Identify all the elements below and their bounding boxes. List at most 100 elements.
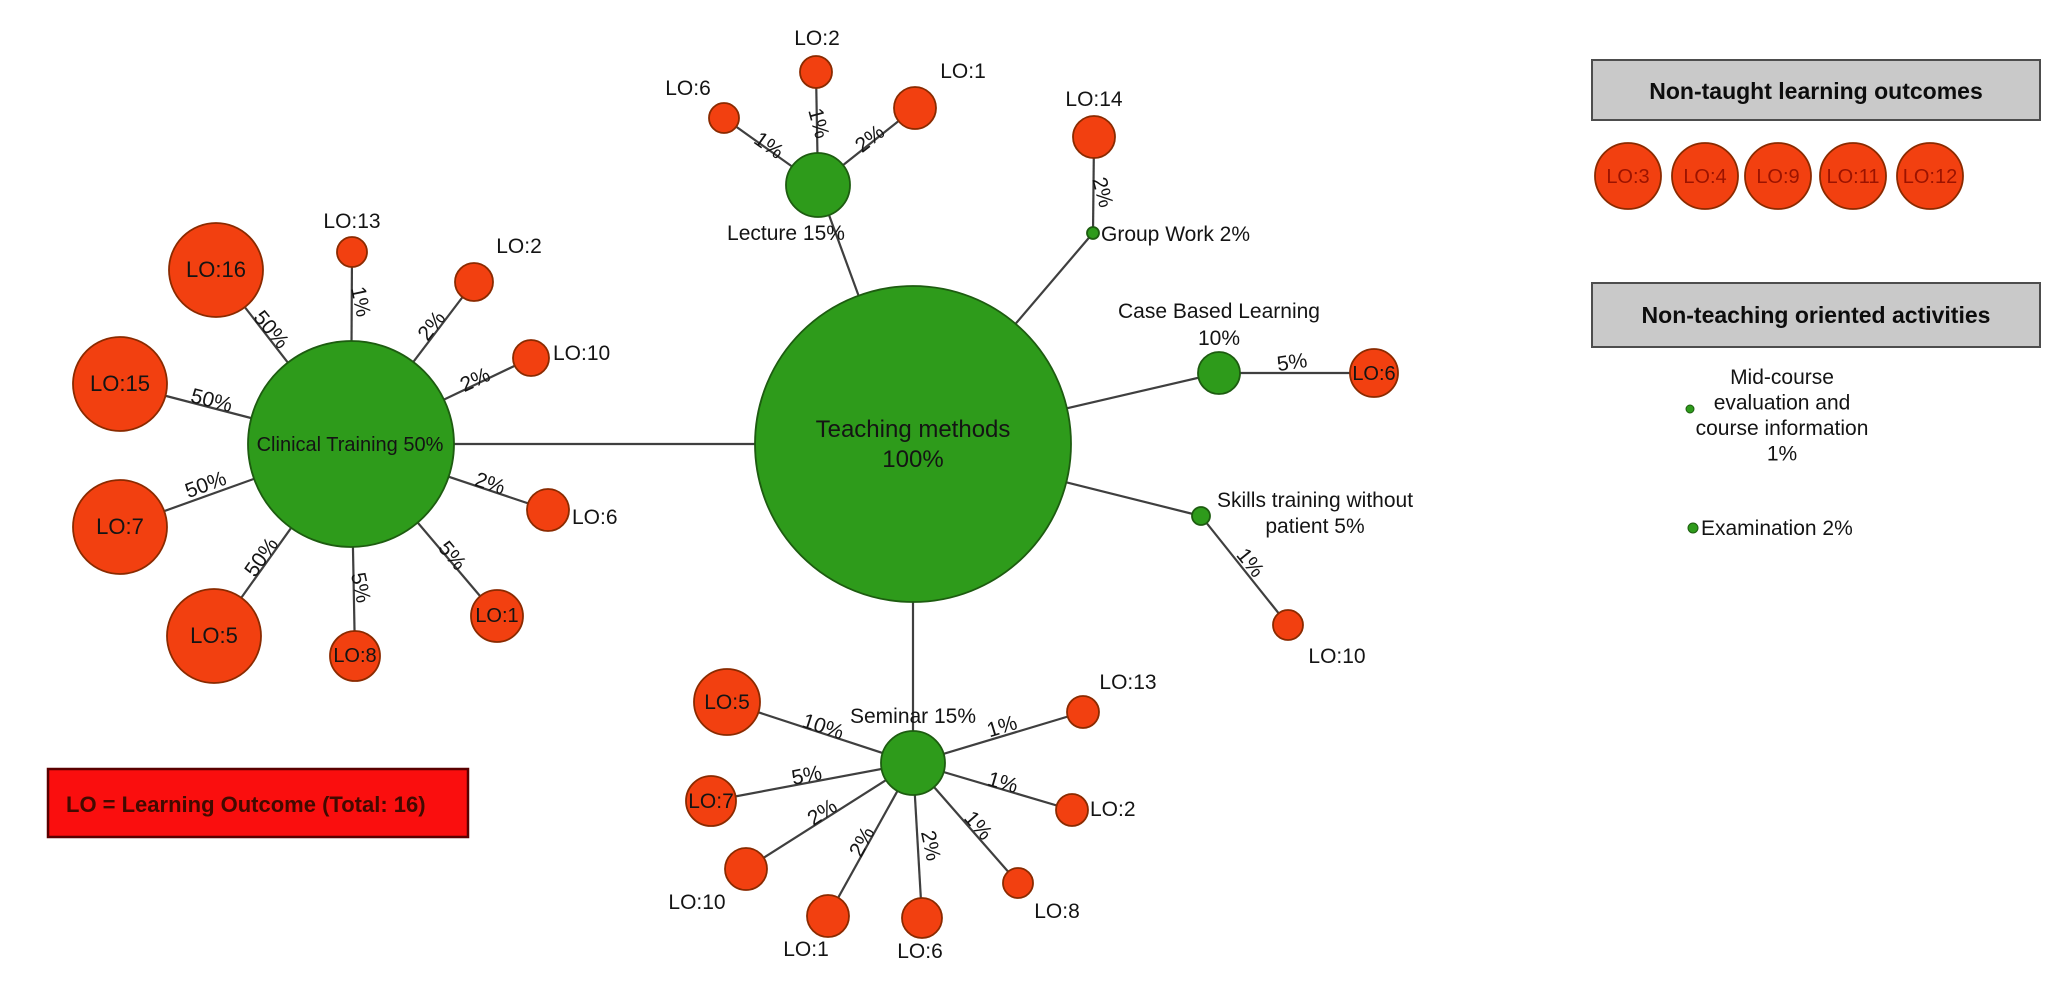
node-cl_lo15 <box>72 336 168 432</box>
node-label-cl_lo8: LO:8 <box>333 645 376 667</box>
node-g_lo14 <box>1072 115 1116 159</box>
non-taught-outcome-circle <box>1744 142 1812 210</box>
node-cl_lo7 <box>72 479 168 575</box>
node-cl_lo16 <box>168 222 264 318</box>
node-label-cl_lo16: LO:16 <box>186 257 246 282</box>
node-label-case: Case Based Learning <box>1118 300 1320 323</box>
node-label-l_lo1: LO:1 <box>940 60 986 83</box>
node-label-skills: patient 5% <box>1265 515 1364 538</box>
node-label-g_lo14: LO:14 <box>1065 88 1123 111</box>
legend: LO = Learning Outcome (Total: 16) <box>46 767 470 839</box>
node-group <box>1086 226 1100 240</box>
node-label-se_lo13: LO:13 <box>1099 671 1156 694</box>
node-cl_lo10 <box>512 339 550 377</box>
node-seminar <box>880 730 946 796</box>
node-lecture <box>785 152 851 218</box>
node-cl_lo1 <box>470 589 524 643</box>
node-l_lo6 <box>708 102 740 134</box>
node-s_lo10 <box>1272 609 1304 641</box>
non-taught-header-box <box>1591 59 2041 121</box>
non-taught-header-title: Non-taught learning outcomes <box>1649 78 1983 104</box>
node-label-case: 10% <box>1198 327 1240 350</box>
non-taught-outcome-label: LO:11 <box>1827 166 1880 188</box>
node-l_lo2 <box>799 55 833 89</box>
edge-seminar-se_lo10 <box>745 762 914 870</box>
node-label-cl_lo1: LO:1 <box>475 605 518 627</box>
node-label-cl_lo7: LO:7 <box>96 514 144 539</box>
non-taught-outcome-circle <box>1594 142 1662 210</box>
legend-box <box>46 767 470 839</box>
edge-label-clinical-cl_lo2: 2% <box>413 307 450 345</box>
node-label-se_lo5: LO:5 <box>704 691 750 714</box>
edge-skills-s_lo10 <box>1200 515 1289 626</box>
non-taught-outcome-label: LO:9 <box>1756 166 1799 188</box>
node-label-group: Group Work 2% <box>1101 223 1250 246</box>
examination-label: Examination 2% <box>1701 517 1853 540</box>
node-clinical <box>247 340 455 548</box>
non-taught-panel: Non-taught learning outcomes LO:3 LO:4 LO:… <box>1591 59 2041 210</box>
node-label-teaching: 100% <box>882 446 943 473</box>
non-taught-outcome-label: LO:12 <box>1903 166 1957 188</box>
node-label-seminar: Seminar 15% <box>850 705 976 728</box>
mid-course-evaluation-label: course information <box>1696 417 1869 440</box>
node-label-c_lo6: LO:6 <box>1352 363 1395 385</box>
edge-seminar-se_lo7 <box>710 761 914 803</box>
node-label-se_lo2: LO:2 <box>1090 798 1136 821</box>
edge-label-clinical-cl_lo5: 50% <box>240 533 283 581</box>
node-cl_lo8 <box>329 630 381 682</box>
edge-label-seminar-se_lo2: 1% <box>985 768 1021 798</box>
edge-label-seminar-se_lo13: 1% <box>984 711 1020 742</box>
non-teaching-header-title: Non-teaching oriented activities <box>1642 302 1991 328</box>
legend-text: LO = Learning Outcome (Total: 16) <box>66 792 426 817</box>
edge-label-clinical-cl_lo15: 50% <box>188 384 234 416</box>
node-cl_lo5 <box>166 588 262 684</box>
node-label-s_lo10: LO:10 <box>1308 645 1365 668</box>
node-se_lo6 <box>901 897 943 939</box>
edge-label-seminar-se_lo1: 2% <box>845 823 880 861</box>
edge-label-clinical-cl_lo8: 5% <box>346 570 375 604</box>
node-se_lo2 <box>1055 793 1089 827</box>
node-cl_lo2 <box>454 262 494 302</box>
edge-label-lecture-l_lo1: 2% <box>851 120 889 157</box>
node-se_lo10 <box>724 847 768 891</box>
edge-label-seminar-se_lo6: 2% <box>916 828 945 862</box>
node-label-clinical: Clinical Training 50% <box>257 434 444 456</box>
edge-label-case-c_lo6: 5% <box>1275 349 1308 376</box>
node-se_lo1 <box>806 894 850 938</box>
node-cl_lo6 <box>526 488 570 532</box>
node-label-se_lo6: LO:6 <box>897 940 943 963</box>
mid-course-evaluation-dot <box>1685 404 1695 414</box>
examination-dot <box>1687 522 1699 534</box>
node-l_lo1 <box>893 86 937 130</box>
nodes-layer <box>72 55 1399 939</box>
node-label-se_lo8: LO:8 <box>1034 900 1080 923</box>
node-teaching <box>754 285 1072 603</box>
node-label-cl_lo5: LO:5 <box>190 623 238 648</box>
node-label-se_lo1: LO:1 <box>783 938 829 961</box>
non-taught-outcome-circle <box>1819 142 1887 210</box>
edge-label-skills-s_lo10: 1% <box>1232 544 1269 582</box>
mid-course-evaluation-label: evaluation and <box>1714 392 1851 415</box>
node-label-l_lo2: LO:2 <box>794 27 840 50</box>
node-se_lo8 <box>1002 867 1034 899</box>
node-se_lo5 <box>693 668 761 736</box>
edge-label-clinical-cl_lo13: 1% <box>346 284 375 318</box>
non-teaching-header-box <box>1591 282 2041 348</box>
node-label-cl_lo15: LO:15 <box>90 371 150 396</box>
node-c_lo6 <box>1349 348 1399 398</box>
non-taught-outcomes: LO:3 LO:4 LO:9 LO:11 LO:12 <box>1594 142 1964 210</box>
mid-course-evaluation-label: Mid-course <box>1730 366 1834 389</box>
node-se_lo13 <box>1066 695 1100 729</box>
non-teaching-panel: Non-teaching oriented activities Mid-cou… <box>1591 282 2041 540</box>
node-skills <box>1191 506 1211 526</box>
node-label-cl_lo13: LO:13 <box>323 210 380 233</box>
edge-label-seminar-se_lo7: 5% <box>790 761 824 789</box>
edge-label-clinical-cl_lo1: 5% <box>433 537 470 575</box>
non-taught-outcome-circle <box>1671 142 1739 210</box>
node-label-lecture: Lecture 15% <box>727 222 845 245</box>
edge-label-clinical-cl_lo7: 50% <box>182 467 229 503</box>
non-taught-outcome-label: LO:4 <box>1683 166 1726 188</box>
